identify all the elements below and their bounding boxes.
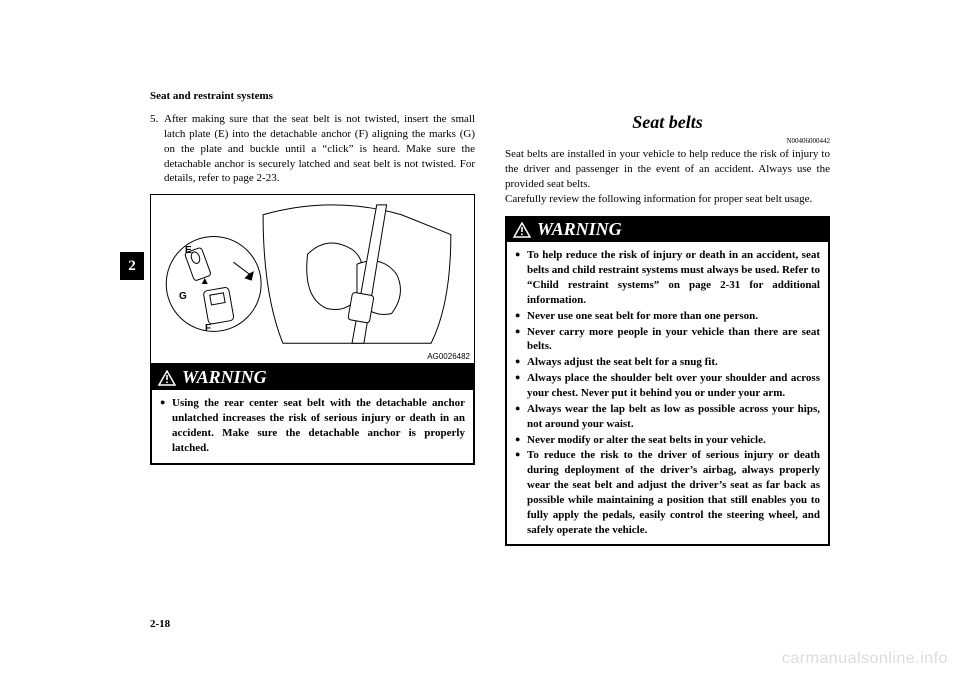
warning-item: To reduce the risk to the driver of seri… (515, 448, 820, 537)
page-number: 2-18 (150, 618, 170, 630)
figure-label-e: E (185, 245, 192, 256)
manual-page: Seat and restraint systems 2 5. After ma… (0, 0, 960, 678)
left-column: 5. After making sure that the seat belt … (150, 112, 475, 546)
watermark: carmanualsonline.info (782, 650, 948, 668)
warning-heading-left: WARNING (152, 366, 473, 390)
warning-item: Always place the shoulder belt over your… (515, 371, 820, 401)
intro-text: Seat belts are installed in your vehicle… (505, 147, 830, 206)
warning-box-right: WARNING To help reduce the risk of injur… (505, 216, 830, 546)
figure-illustration (151, 195, 474, 363)
warning-item: Never carry more people in your vehicle … (515, 325, 820, 355)
warning-item: Using the rear center seat belt with the… (160, 396, 465, 455)
warning-body-left: Using the rear center seat belt with the… (152, 390, 473, 462)
section-title: Seat belts (505, 112, 830, 133)
warning-box-left: WARNING Using the rear center seat belt … (150, 364, 475, 464)
figure-label-g: G (179, 291, 187, 302)
step-5: 5. After making sure that the seat belt … (150, 112, 475, 186)
section-header: Seat and restraint systems (150, 90, 830, 102)
warning-title-left: WARNING (182, 367, 267, 388)
content-columns: 5. After making sure that the seat belt … (150, 112, 830, 546)
step-number: 5. (150, 112, 164, 186)
warning-item: Never use one seat belt for more than on… (515, 309, 820, 324)
step-text: After making sure that the seat belt is … (164, 112, 475, 186)
doc-number: N00406000442 (505, 137, 830, 145)
warning-item: Never modify or alter the seat belts in … (515, 433, 820, 448)
warning-item: To help reduce the risk of injury or dea… (515, 248, 820, 307)
warning-body-right: To help reduce the risk of injury or dea… (507, 242, 828, 544)
warning-icon (513, 222, 531, 238)
warning-item: Always adjust the seat belt for a snug f… (515, 355, 820, 370)
warning-icon (158, 370, 176, 386)
right-column: Seat belts N00406000442 Seat belts are i… (505, 112, 830, 546)
warning-heading-right: WARNING (507, 218, 828, 242)
figure-code: AG0026482 (427, 352, 470, 361)
figure-seatbelt-anchor: E G F AG0026482 (150, 194, 475, 364)
warning-title-right: WARNING (537, 219, 622, 240)
warning-item: Always wear the lap belt as low as possi… (515, 402, 820, 432)
chapter-tab: 2 (120, 252, 144, 280)
figure-label-f: F (205, 323, 211, 334)
